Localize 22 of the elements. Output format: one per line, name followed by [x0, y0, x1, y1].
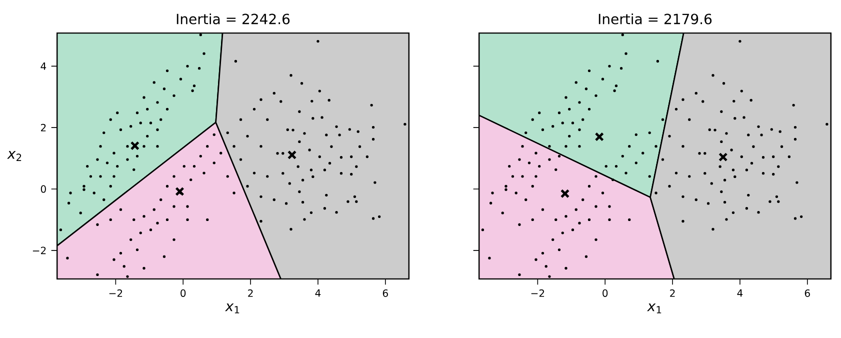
point: [130, 141, 140, 150]
x-tick-label: −2: [109, 289, 122, 297]
x-axis-title: x$_{1}$: [646, 303, 662, 314]
x-axis-title: x$_{1}$: [225, 303, 240, 314]
x-tick-label: 6: [382, 289, 388, 297]
x-tick-label: −2: [531, 289, 544, 297]
x-tick-label: 0: [180, 289, 186, 297]
y-tick-label: 2: [40, 124, 46, 132]
y-tick-label: −2: [32, 246, 46, 254]
point: [287, 150, 297, 160]
x-tick-label: 4: [315, 289, 321, 297]
chart-title: Inertia = 2242.6: [176, 13, 290, 24]
point: [175, 186, 184, 196]
y-axis-title: x$_{2}$: [7, 151, 22, 161]
y-tick-label: 0: [40, 185, 46, 193]
x-tick-label: 0: [602, 289, 608, 297]
x-tick-label: 6: [804, 289, 810, 297]
x-tick-label: 4: [737, 289, 743, 297]
x-tick-label: 2: [670, 289, 675, 297]
y-tick-label: 4: [40, 62, 46, 70]
chart-title: Inertia = 2179.6: [598, 13, 712, 24]
x-tick-label: 2: [248, 289, 253, 297]
